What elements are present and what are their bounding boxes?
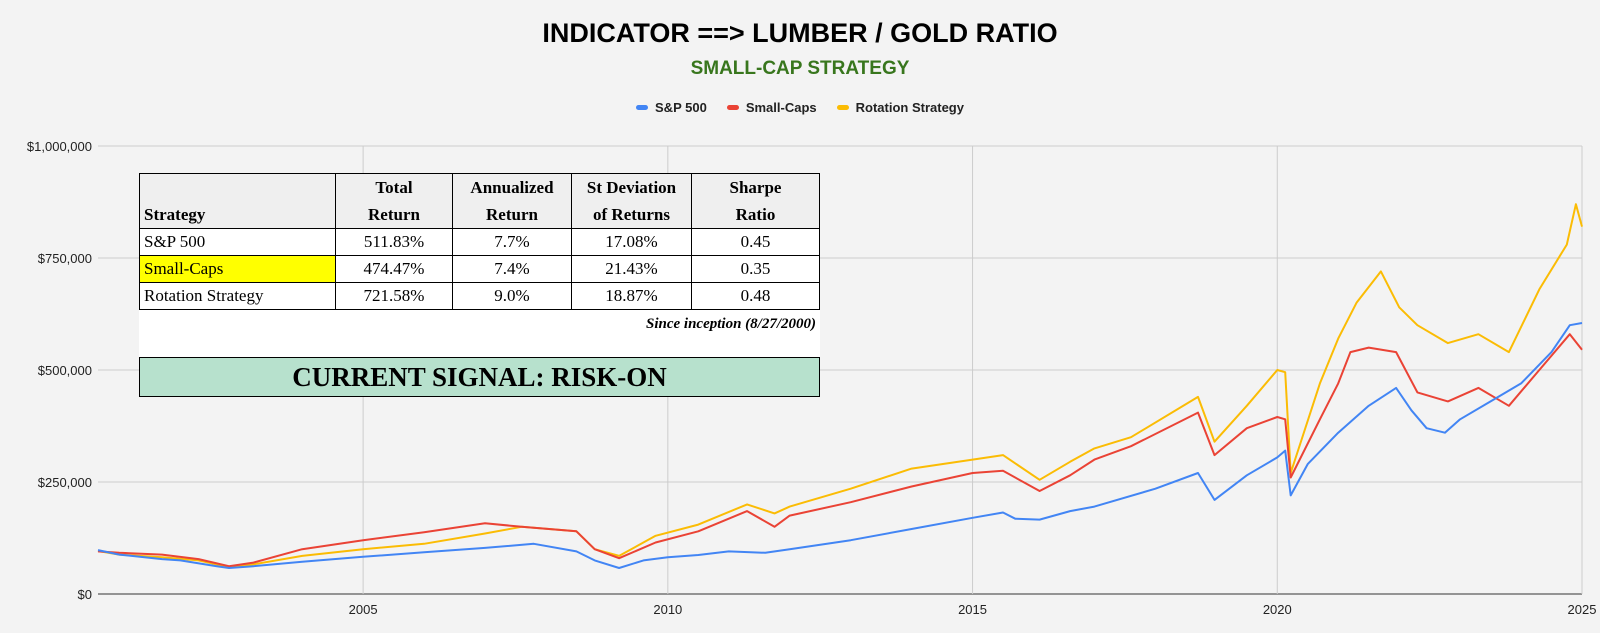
legend-label-rotation-strategy: Rotation Strategy	[855, 100, 964, 115]
cell-annualized-return: 7.4%	[452, 255, 572, 283]
chart-legend: S&P 500 Small-Caps Rotation Strategy	[0, 100, 1600, 115]
cell-st-deviation: 21.43%	[571, 255, 692, 283]
y-tick-label: $750,000	[38, 251, 92, 266]
cell-strategy: Small-Caps	[139, 255, 336, 283]
table-row: S&P 500 511.83% 7.7% 17.08% 0.45	[139, 228, 820, 256]
table-row: Small-Caps 474.47% 7.4% 21.43% 0.35	[139, 255, 820, 283]
performance-table: Strategy Total Return Annualized Return St…	[139, 173, 820, 310]
y-tick-label: $0	[78, 587, 92, 602]
legend-label-sp500: S&P 500	[655, 100, 707, 115]
x-tick-label: 2005	[349, 602, 378, 617]
y-tick-label: $1,000,000	[27, 139, 92, 154]
legend-swatch-rotation-strategy	[836, 105, 849, 110]
current-signal-banner: CURRENT SIGNAL: RISK-ON	[139, 357, 820, 397]
legend-item-small-caps[interactable]: Small-Caps	[726, 100, 817, 115]
cell-annualized-return: 9.0%	[452, 282, 572, 310]
table-spacer	[139, 339, 820, 357]
series-line-sp500	[97, 322, 1583, 569]
chart-title: INDICATOR ==> LUMBER / GOLD RATIO	[542, 18, 1058, 48]
x-tick-label: 2020	[1263, 602, 1292, 617]
cell-strategy: Rotation Strategy	[139, 282, 336, 310]
header-sharpe-ratio: Sharpe Ratio	[691, 173, 820, 229]
table-row: Rotation Strategy 721.58% 9.0% 18.87% 0.…	[139, 282, 820, 310]
cell-total-return: 474.47%	[335, 255, 453, 283]
y-tick-label: $500,000	[38, 363, 92, 378]
legend-swatch-sp500	[636, 105, 649, 110]
cell-st-deviation: 17.08%	[571, 228, 692, 256]
y-tick-label: $250,000	[38, 475, 92, 490]
chart-subtitle: SMALL-CAP STRATEGY	[690, 58, 910, 79]
legend-item-rotation-strategy[interactable]: Rotation Strategy	[836, 100, 964, 115]
header-st-deviation: St Deviation of Returns	[571, 173, 692, 229]
cell-total-return: 721.58%	[335, 282, 453, 310]
cell-st-deviation: 18.87%	[571, 282, 692, 310]
header-total-return: Total Return	[335, 173, 453, 229]
cell-sharpe-ratio: 0.35	[691, 255, 820, 283]
x-tick-label: 2010	[653, 602, 682, 617]
x-tick-label: 2015	[958, 602, 987, 617]
cell-sharpe-ratio: 0.48	[691, 282, 820, 310]
legend-item-sp500[interactable]: S&P 500	[636, 100, 707, 115]
cell-total-return: 511.83%	[335, 228, 453, 256]
series-line-rotation-strategy	[97, 203, 1583, 569]
cell-sharpe-ratio: 0.45	[691, 228, 820, 256]
series-line-small-caps	[97, 333, 1583, 568]
table-header-row: Strategy Total Return Annualized Return St…	[139, 173, 820, 229]
x-tick-label: 2025	[1568, 602, 1597, 617]
header-strategy: Strategy	[139, 173, 336, 229]
header-annualized-return: Annualized Return	[452, 173, 572, 229]
legend-swatch-small-caps	[726, 105, 739, 110]
legend-label-small-caps: Small-Caps	[745, 100, 817, 115]
cell-annualized-return: 7.7%	[452, 228, 572, 256]
cell-strategy: S&P 500	[139, 228, 336, 256]
since-inception-note: Since inception (8/27/2000)	[139, 310, 820, 339]
performance-table-panel: Strategy Total Return Annualized Return St…	[139, 173, 820, 397]
